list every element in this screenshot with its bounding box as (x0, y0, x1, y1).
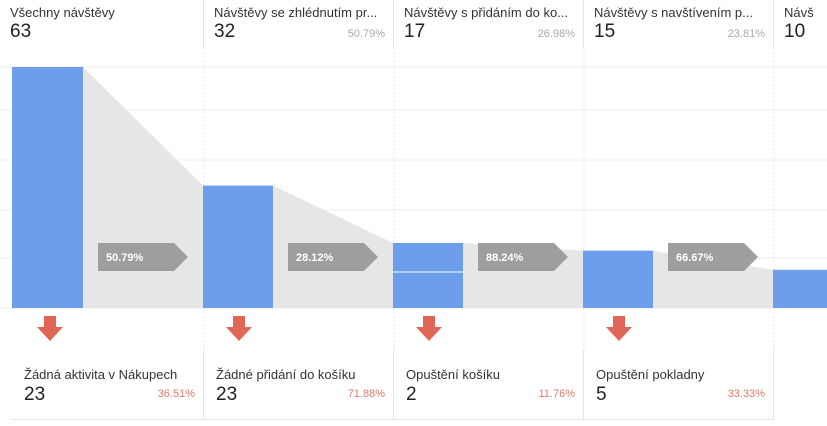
exit-percent: 36.51% (157, 388, 195, 400)
exit-count: 23 (24, 384, 46, 405)
funnel-bar[interactable] (583, 250, 653, 308)
exit-arrow-icon (226, 316, 252, 341)
step-count: 63 (10, 21, 32, 42)
exit-count: 5 (596, 384, 607, 405)
exit-name: Žádné přidání do košíku (216, 367, 356, 382)
funnel-bar[interactable] (773, 269, 827, 308)
exit-cell: Opuštění košíku 2 11.76% (394, 350, 584, 420)
exit-cell: Žádná aktivita v Nákupech 23 36.51% (12, 350, 204, 420)
flow-shape (83, 67, 203, 308)
funnel-step-header: Návštěvy s přidáním do ko... 17 26.98% (394, 0, 584, 48)
exit-count: 23 (216, 384, 238, 405)
conversion-chevrons: 50.79% 28.12% 88.24% 66.67% (98, 243, 758, 271)
step-count: 32 (214, 21, 236, 42)
exit-cell: Opuštění pokladny 5 33.33% (584, 350, 774, 420)
exit-name: Opuštění košíku (406, 367, 500, 382)
exit-arrow-icon (416, 316, 442, 341)
exit-name: Žádná aktivita v Nákupech (24, 367, 178, 382)
step-name: Návštěvy s přidáním do ko... (404, 5, 569, 20)
exit-cell: Žádné přidání do košíku 23 71.88% (204, 350, 394, 420)
bars (12, 67, 827, 308)
exit-count: 2 (406, 384, 417, 405)
exit-arrow-icon (606, 316, 632, 341)
funnel-step-header: Návštěvy se zhlédnutím pr... 32 50.79% (204, 0, 394, 48)
step-percent: 23.81% (727, 28, 765, 40)
step-count: 10 (784, 21, 806, 42)
funnel-bar[interactable] (203, 185, 273, 308)
conversion-chevron: 50.79% (98, 243, 188, 271)
conversion-label: 66.67% (676, 252, 714, 264)
funnel-bar[interactable] (12, 67, 83, 308)
funnel-step-header: Návštěvy s navštívením p... 15 23.81% (584, 0, 774, 48)
exit-percent: 33.33% (727, 388, 765, 400)
funnel-bar[interactable] (393, 242, 463, 308)
exit-arrow-icon (37, 316, 63, 341)
exit-name: Opuštění pokladny (596, 367, 705, 382)
step-count: 17 (404, 21, 426, 42)
conversion-label: 50.79% (106, 252, 144, 264)
step-count: 15 (594, 21, 616, 42)
exit-percent: 71.88% (347, 388, 385, 400)
step-name: Návštěvy s navštívením p... (594, 5, 753, 20)
step-percent: 50.79% (347, 28, 385, 40)
exit-percent: 11.76% (538, 388, 576, 400)
conversion-chevron: 28.12% (288, 243, 378, 271)
conversion-label: 88.24% (486, 252, 524, 264)
step-percent: 26.98% (537, 28, 575, 40)
step-name: Návš (784, 5, 814, 20)
step-name: Všechny návštěvy (10, 5, 115, 20)
conversion-chevron: 66.67% (668, 243, 758, 271)
funnel-step-header: Návš 10 (774, 0, 827, 48)
conversion-chevron: 88.24% (478, 243, 568, 271)
step-name: Návštěvy se zhlédnutím pr... (214, 5, 378, 20)
conversion-label: 28.12% (296, 252, 334, 264)
funnel-step-header: Všechny návštěvy 63 (0, 0, 204, 48)
